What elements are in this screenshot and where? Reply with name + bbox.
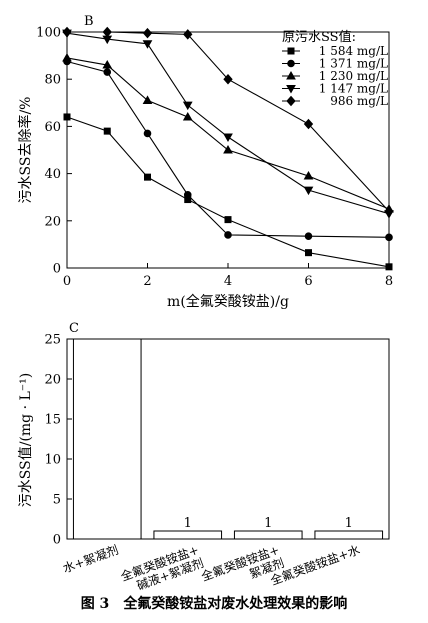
data-point xyxy=(224,231,232,239)
legend-label: 1 371 mg/L xyxy=(319,57,388,71)
figure-number: 图 3 xyxy=(81,596,110,612)
y-tick-label: 40 xyxy=(44,167,61,182)
data-point xyxy=(303,118,314,130)
data-point xyxy=(303,170,314,180)
legend-label: 1 147 mg/L xyxy=(319,82,388,96)
data-point xyxy=(223,133,233,143)
y-tick-label: 20 xyxy=(44,373,61,388)
x-axis-title-b: m(全氟癸酸铵盐)/g xyxy=(167,293,289,310)
y-axis-ticks-c: 0 5 10 15 20 25 xyxy=(44,333,72,548)
legend-entry: 1 147 mg/L xyxy=(282,82,388,96)
data-point xyxy=(62,26,72,38)
legend-marker xyxy=(287,47,295,55)
series-group-b xyxy=(62,26,394,271)
plot-frame-c xyxy=(66,338,390,540)
y-tick-label: 5 xyxy=(53,493,61,508)
figure-caption-text: 全氟癸酸铵盐对废水处理效果的影响 xyxy=(122,595,347,612)
y-axis-ticks-b: 0 20 40 60 80 100 xyxy=(36,26,72,277)
category-label-line: 水+絮凝剂 xyxy=(61,542,121,576)
data-point xyxy=(142,27,153,39)
y-tick-label: 10 xyxy=(44,453,61,468)
data-point xyxy=(223,73,233,85)
data-point xyxy=(223,144,233,154)
series-1 xyxy=(63,57,393,242)
data-point xyxy=(102,60,113,69)
series-4 xyxy=(62,26,394,217)
bar-chart-panel: C 0 5 10 15 20 25 1 1 1 水+絮凝剂全氟癸酸铵盐+碱液+絮凝剂全氟癸酸铵… xyxy=(18,321,390,597)
data-point xyxy=(385,263,393,271)
bar-value-label: 1 xyxy=(184,516,192,531)
data-point xyxy=(62,52,72,62)
data-point xyxy=(63,113,71,121)
y-tick-label: 100 xyxy=(36,26,61,41)
bar-value-label: 1 xyxy=(345,516,353,531)
data-point xyxy=(182,111,193,121)
legend-label: 1 230 mg/L xyxy=(319,69,388,83)
legend-entry: 1 371 mg/L xyxy=(282,57,388,71)
data-point xyxy=(182,101,193,111)
data-point xyxy=(103,127,111,135)
x-axis-ticks-b: 0 2 4 6 8 xyxy=(63,263,393,289)
data-point xyxy=(304,232,313,240)
legend-marker xyxy=(286,70,296,80)
category-label: 水+絮凝剂 xyxy=(61,542,121,576)
bar xyxy=(153,530,223,540)
category-label: 全氟癸酸铵盐+碱液+絮凝剂 xyxy=(119,542,206,597)
legend-title: 原污水SS值: xyxy=(282,29,356,45)
legend-marker xyxy=(286,85,296,94)
bar xyxy=(72,338,142,540)
y-tick-label: 20 xyxy=(44,214,61,229)
panel-label-c: C xyxy=(69,321,79,336)
data-point xyxy=(103,68,112,76)
data-point xyxy=(144,173,151,181)
legend-entry: 1 584 mg/L xyxy=(282,44,388,58)
data-point xyxy=(384,206,394,217)
line-chart-panel: B 0 2 4 6 8 0 20 40 60 80 100 m(全氟癸酸铵盐)/g 污水SS去除率… xyxy=(17,14,394,310)
legend-label: 986 mg/L xyxy=(330,94,388,108)
bar xyxy=(314,530,384,540)
x-tick-label: 2 xyxy=(143,274,151,289)
y-axis-title-c: 污水SS值/(mg · L⁻¹) xyxy=(18,373,34,507)
x-tick-label: 4 xyxy=(224,274,232,289)
bars-group: 1 1 1 xyxy=(72,338,384,540)
legend: 1 584 mg/L1 371 mg/L1 230 mg/L1 147 mg/L… xyxy=(282,44,388,108)
x-tick-label: 0 xyxy=(63,274,71,289)
data-point xyxy=(224,216,232,224)
series-0 xyxy=(63,113,393,271)
legend-entry: 1 230 mg/L xyxy=(282,69,388,83)
y-tick-label: 25 xyxy=(44,333,61,348)
data-point xyxy=(143,129,152,138)
bar xyxy=(233,530,303,540)
y-tick-label: 0 xyxy=(53,533,61,548)
legend-marker xyxy=(287,59,295,68)
data-point xyxy=(305,249,312,257)
data-point xyxy=(102,26,112,38)
x-tick-label: 6 xyxy=(304,274,312,289)
data-point xyxy=(303,186,314,196)
data-point xyxy=(142,40,153,49)
data-point xyxy=(183,29,193,40)
legend-marker xyxy=(286,95,296,107)
data-point xyxy=(142,95,153,104)
category-label: 全氟癸酸铵盐+絮凝剂 xyxy=(199,542,286,597)
legend-label: 1 584 mg/L xyxy=(319,44,388,58)
bar-value-label: 1 xyxy=(264,516,272,531)
panel-label-b: B xyxy=(84,14,94,29)
y-tick-label: 15 xyxy=(44,413,61,428)
y-tick-label: 60 xyxy=(44,120,61,135)
y-axis-title-b: 污水SS去除率/% xyxy=(17,97,34,204)
data-point xyxy=(385,233,393,242)
y-tick-label: 80 xyxy=(44,73,61,88)
x-tick-label: 8 xyxy=(385,274,393,289)
legend-entry: 986 mg/L xyxy=(282,94,388,108)
y-tick-label: 0 xyxy=(53,262,61,277)
data-point xyxy=(183,191,192,199)
figure-caption: 图 3 全氟癸酸铵盐对废水处理效果的影响 xyxy=(81,595,348,612)
